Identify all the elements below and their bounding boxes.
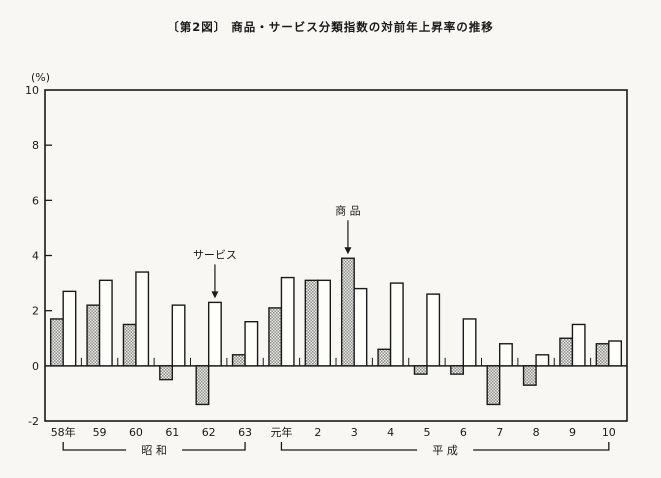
bar-商品-10: [595, 343, 610, 367]
figure-title: 〔第2図〕 商品・サービス分類指数の対前年上昇率の推移: [167, 20, 494, 34]
bar-商品-3: [340, 257, 355, 367]
bar-サービス-7: [498, 343, 513, 367]
bar-商品-元年: [268, 307, 283, 367]
bar-サービス-6: [462, 318, 477, 367]
bar-商品-4: [377, 348, 392, 367]
x-axis-label: 61: [165, 426, 179, 439]
y-axis-label: 2: [32, 305, 39, 318]
x-axis-label: 9: [569, 426, 576, 439]
bar-商品-61: [159, 365, 174, 381]
bar-商品-8: [522, 365, 537, 386]
x-axis-label: 4: [387, 426, 394, 439]
bar-サービス-63: [244, 321, 259, 367]
x-axis-label: 62: [202, 426, 216, 439]
bar-サービス-3: [353, 287, 368, 367]
x-axis-label: 5: [423, 426, 430, 439]
bar-商品-2: [304, 279, 319, 367]
bar-サービス-58年: [62, 290, 77, 367]
bar-商品-5: [413, 365, 428, 375]
bar-商品-58年: [49, 318, 64, 367]
bar-商品-59: [86, 304, 101, 367]
bar-サービス-60: [135, 271, 150, 367]
bar-サービス-8: [535, 354, 550, 367]
era-label: 平 成: [432, 444, 458, 457]
bar-商品-7: [486, 365, 501, 406]
annotation-label: サービス: [193, 248, 237, 261]
bar-商品-9: [559, 337, 574, 367]
era-label-mask: [417, 441, 474, 458]
bar-商品-60: [122, 323, 137, 367]
era-label: 昭 和: [141, 444, 167, 457]
bar-商品-63: [231, 354, 246, 367]
y-axis-label: 10: [25, 84, 39, 97]
bar-サービス-61: [171, 304, 186, 367]
bar-サービス-5: [426, 293, 441, 367]
x-axis-label: 10: [602, 426, 616, 439]
bar-商品-6: [450, 365, 465, 375]
y-axis-label: 0: [32, 360, 39, 373]
y-axis-label: -2: [28, 415, 39, 428]
x-axis-label: 8: [533, 426, 540, 439]
y-axis-label: 8: [32, 139, 39, 152]
plot-frame: [44, 89, 628, 422]
bar-商品-62: [195, 365, 210, 406]
x-axis-label: 60: [129, 426, 143, 439]
annotation-label: 商 品: [335, 203, 361, 217]
annotation-arrow-head: [344, 247, 352, 255]
bar-サービス-10: [608, 340, 623, 367]
era-label-mask: [126, 441, 183, 458]
bar-サービス-4: [389, 282, 404, 367]
y-axis-unit-label: (%): [31, 71, 50, 84]
bar-サービス-9: [571, 323, 586, 367]
x-axis-label: 59: [93, 426, 107, 439]
x-axis-label: 元年: [270, 425, 292, 439]
bar-サービス-元年: [280, 276, 295, 367]
bar-サービス-2: [317, 279, 332, 367]
x-axis-label: 63: [238, 426, 252, 439]
annotation-arrow-head: [211, 291, 219, 299]
x-axis-label: 58年: [51, 425, 76, 439]
bar-サービス-62: [207, 301, 222, 367]
bar-サービス-59: [98, 279, 113, 367]
x-axis-label: 7: [496, 426, 503, 439]
x-axis-label: 3: [351, 426, 358, 439]
y-axis-label: 4: [32, 250, 39, 263]
x-axis-label: 6: [460, 426, 467, 439]
y-axis-label: 6: [32, 194, 39, 207]
x-axis-label: 2: [314, 426, 321, 439]
